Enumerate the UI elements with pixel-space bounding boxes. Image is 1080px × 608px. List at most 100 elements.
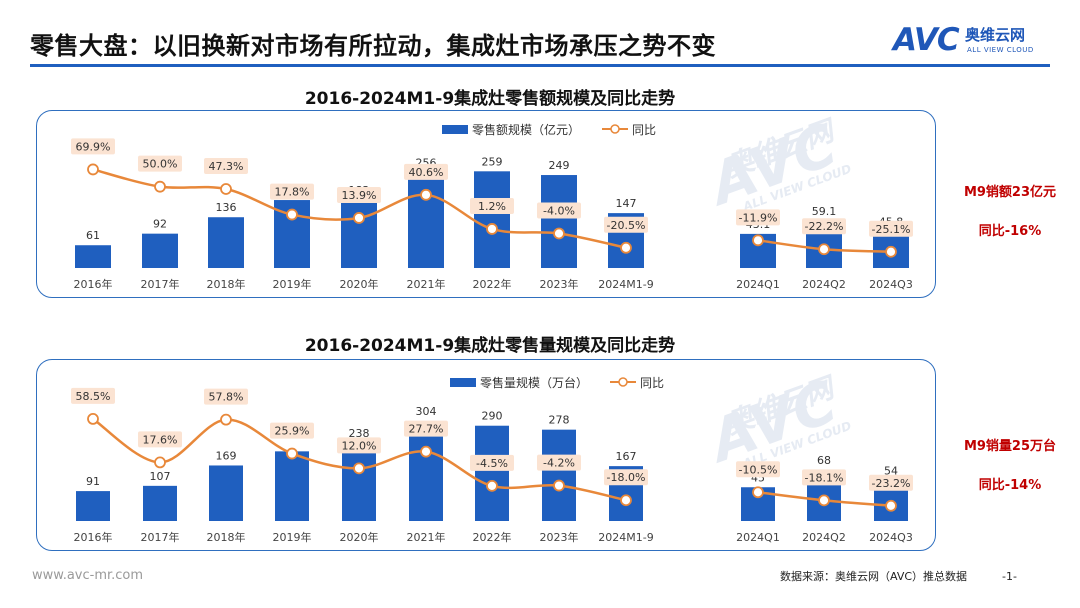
chart1-category-3: 2019年 [273,277,312,291]
chart1-bar-5 [408,172,444,268]
chart2-category-7: 2023年 [540,530,579,544]
chart2-bar-3 [275,451,309,521]
chart2-legend-line-label: 同比 [640,376,664,390]
chart2-category-8: 2024M1-9 [598,531,653,544]
chart2-bar-label-10: 68 [817,454,831,467]
chart2-bar-label-6: 290 [482,410,503,423]
chart1-title: 2016-2024M1-9集成灶零售额规模及同比走势 [304,89,676,109]
footer-website[interactable]: www.avc-mr.com [32,568,144,583]
chart2-yoy-label-7: -4.2% [543,457,575,470]
chart2-frame [36,359,936,551]
chart2-category-3: 2019年 [273,530,312,544]
chart2-yoy-label-bg-3 [270,422,314,439]
chart1-legend-line-label: 同比 [632,123,656,137]
chart2-category-10: 2024Q2 [802,531,846,544]
logo-mark: AVC [893,22,960,58]
chart1-yoy-point-7 [553,227,565,240]
footer-source-text: 数据来源：奥维云网（AVC）推总数据 [780,570,968,583]
chart1-yoy-point-8 [620,241,632,254]
chart1-bar-6 [474,171,510,268]
chart1-legend-bar-swatch [442,125,468,134]
chart1-legend-line-marker [610,124,620,134]
logo-en-text: ALL VIEW CLOUD [967,46,1034,54]
chart1-bar-label-6: 259 [482,155,503,168]
chart1-yoy-label-bg-11 [869,220,913,237]
chart1-bar-label-10: 59.1 [812,205,837,218]
chart2-category-0: 2016年 [74,530,113,544]
chart2-yoy-label-10: -18.1% [805,471,844,484]
chart1-bar-2 [208,217,244,268]
chart2-yoy-label-8: -18.0% [607,471,646,484]
chart1-yoy-label-11: -25.1% [872,223,911,236]
chart2-yoy-point-6 [486,479,498,492]
chart2-bar-label-2: 169 [216,449,237,462]
chart1-bar-7 [541,175,577,268]
chart1-yoy-point-3 [286,208,298,221]
chart2-yoy-label-bg-2 [204,388,248,405]
chart1-note-sales: M9销额23亿元 [963,185,1057,200]
chart1-bar-4 [341,200,377,268]
chart1-legend-bar-label: 零售额规模（亿元） [472,122,580,137]
chart1-yoy-label-bg-8 [604,216,648,233]
chart2-bar-2 [209,465,243,521]
avc-logo: AVC 奥维云网 ALL VIEW CLOUD [893,22,1063,60]
chart2-bar-label-11: 54 [884,465,898,478]
page-title: 零售大盘：以旧换新对市场有所拉动，集成灶市场承压之势不变 [30,32,716,60]
chart1-yoy-point-1 [154,180,166,193]
chart2-bar-4 [342,442,376,521]
chart1-yoy-label-bg-0 [71,138,115,155]
chart1-yoy-point-2 [220,183,232,195]
chart1-yoy-label-bg-5 [404,163,448,180]
chart1-bar-label-8: 147 [616,197,637,210]
chart2-yoy-label-bg-4 [337,437,381,454]
chart1-yoy-label-4: 13.9% [342,189,377,202]
chart2-yoy-label-4: 12.0% [342,439,377,452]
chart2-bar-6 [475,425,509,521]
chart1-yoy-label-5: 40.6% [409,166,444,179]
chart2-yoy-point-11 [885,499,897,512]
chart1-bar-label-1: 92 [153,218,167,231]
chart2-yoy-label-6: -4.5% [476,457,508,470]
chart1-yoy-label-bg-6 [470,197,514,214]
chart2-category-9: 2024Q1 [736,531,780,544]
chart2-category-2: 2018年 [207,530,246,544]
chart2-yoy-label-bg-7 [537,454,581,471]
chart1-category-5: 2021年 [407,277,446,291]
chart2-yoy-label-bg-9 [736,461,780,478]
chart1-category-9: 2024Q1 [736,278,780,291]
chart1-yoy-point-5 [420,188,432,201]
chart1-yoy-label-2: 47.3% [209,160,244,173]
chart2-yoy-point-0 [87,413,99,425]
chart2-bar-label-5: 304 [416,405,437,418]
page-number: -1- [1002,570,1017,583]
chart2-bar-label-7: 278 [549,414,570,427]
chart2-yoy-label-bg-1 [138,431,182,448]
chart1-yoy-label-bg-3 [270,183,314,200]
chart2-yoy-label-2: 57.8% [209,391,244,404]
chart2-legend-line-marker [618,377,628,387]
chart1-category-10: 2024Q2 [802,278,846,291]
chart1-yoy-point-11 [885,245,897,258]
chart2-category-1: 2017年 [141,530,180,544]
chart2-yoy-label-5: 27.7% [409,423,444,436]
chart2-yoy-label-bg-8 [604,469,648,486]
chart2-category-4: 2020年 [340,530,379,544]
chart2-yoy-point-8 [620,494,632,507]
chart2-yoy-point-1 [154,456,166,469]
chart2-yoy-label-bg-6 [470,454,514,471]
chart2-yoy-label-bg-11 [869,474,913,491]
chart1-frame [36,110,936,298]
chart1-yoy-point-4 [353,212,365,224]
chart2-bar-7 [542,429,576,521]
header-divider [30,64,1050,67]
chart1-yoy-point-9 [752,234,764,247]
chart1-bar-label-0: 61 [86,229,100,242]
chart2-yoy-point-9 [752,486,764,499]
chart2-note-yoy: 同比-14% [978,478,1042,493]
chart1-yoy-label-1: 50.0% [143,158,178,171]
chart2-bar-0 [76,491,110,521]
chart2-category-11: 2024Q3 [869,531,913,544]
chart1-category-2: 2018年 [207,277,246,291]
chart1-yoy-point-6 [486,223,498,235]
chart2-bar-label-1: 107 [150,470,171,483]
